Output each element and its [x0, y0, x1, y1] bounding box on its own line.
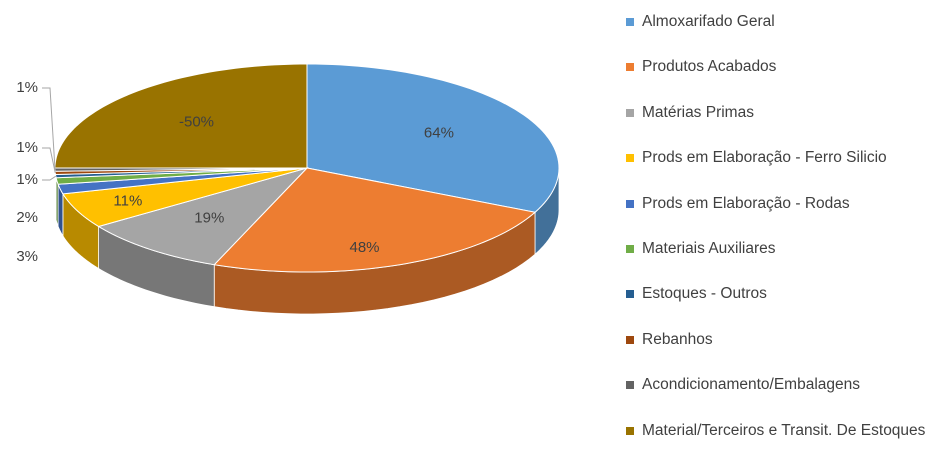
legend-label: Almoxarifado Geral	[642, 13, 775, 30]
data-label: 11%	[113, 192, 142, 209]
legend-label: Material/Terceiros e Transit. De Estoque…	[642, 421, 926, 439]
pie-top	[54, 63, 560, 273]
legend-item: Almoxarifado Geral	[622, 8, 932, 53]
legend-swatch	[626, 108, 634, 117]
data-label: 19%	[194, 209, 224, 226]
legend-label: Matérias Primas	[642, 103, 754, 121]
legend-item: Rebanhos	[622, 326, 932, 371]
legend-item: Prods em Elaboração - Rodas	[622, 190, 932, 235]
slice	[213, 167, 537, 273]
legend-swatch	[626, 63, 634, 72]
legend-swatch	[626, 426, 634, 435]
legend-swatch	[626, 154, 634, 163]
legend-label: Produtos Acabados	[642, 58, 777, 76]
data-label: -50%	[179, 113, 214, 130]
data-label: 1%	[16, 171, 38, 188]
data-label: 3%	[16, 248, 38, 265]
slice	[306, 63, 560, 213]
legend-item: Matérias Primas	[622, 99, 932, 144]
legend-item: Acondicionamento/Embalagens	[622, 371, 932, 416]
slice	[57, 167, 308, 195]
legend-label: Prods em Elaboração - Ferro Silicio	[642, 149, 887, 167]
legend-label: Materiais Auxiliares	[642, 239, 776, 257]
pie-sides	[54, 167, 560, 315]
data-label: 64%	[424, 124, 454, 141]
legend-label: Prods em Elaboração - Rodas	[642, 194, 850, 212]
legend-item: Prods em Elaboração - Ferro Silicio	[622, 144, 932, 189]
legend-item: Estoques - Outros	[622, 280, 932, 325]
leader-line	[42, 175, 57, 181]
slice	[97, 167, 309, 266]
legend-item: Produtos Acabados	[622, 53, 932, 98]
legend-swatch	[626, 244, 634, 253]
legend: Almoxarifado Geral Produtos Acabados Matér…	[622, 8, 932, 462]
data-label: 48%	[350, 239, 380, 256]
slice	[55, 167, 308, 185]
legend-item: Material/Terceiros e Transit. De Estoque…	[622, 417, 932, 462]
legend-label: Rebanhos	[642, 330, 713, 348]
data-label: 2%	[16, 209, 38, 226]
legend-item: Materiais Auxiliares	[622, 235, 932, 280]
legend-swatch	[626, 335, 634, 344]
data-label: 1%	[16, 79, 38, 96]
legend-swatch	[626, 199, 634, 208]
slice	[54, 63, 308, 169]
data-label: 1%	[16, 139, 38, 156]
chart: 64% 48% 19% 11% 3% 2% 1% 1% 1% -50%	[16, 63, 560, 315]
slice	[62, 167, 308, 227]
legend-swatch	[626, 381, 634, 390]
legend-label: Acondicionamento/Embalagens	[642, 376, 860, 394]
legend-swatch	[626, 290, 634, 299]
leader-line	[42, 147, 56, 174]
legend-swatch	[626, 18, 634, 26]
leader-line	[42, 87, 56, 170]
legend-label: Estoques - Outros	[642, 285, 767, 303]
